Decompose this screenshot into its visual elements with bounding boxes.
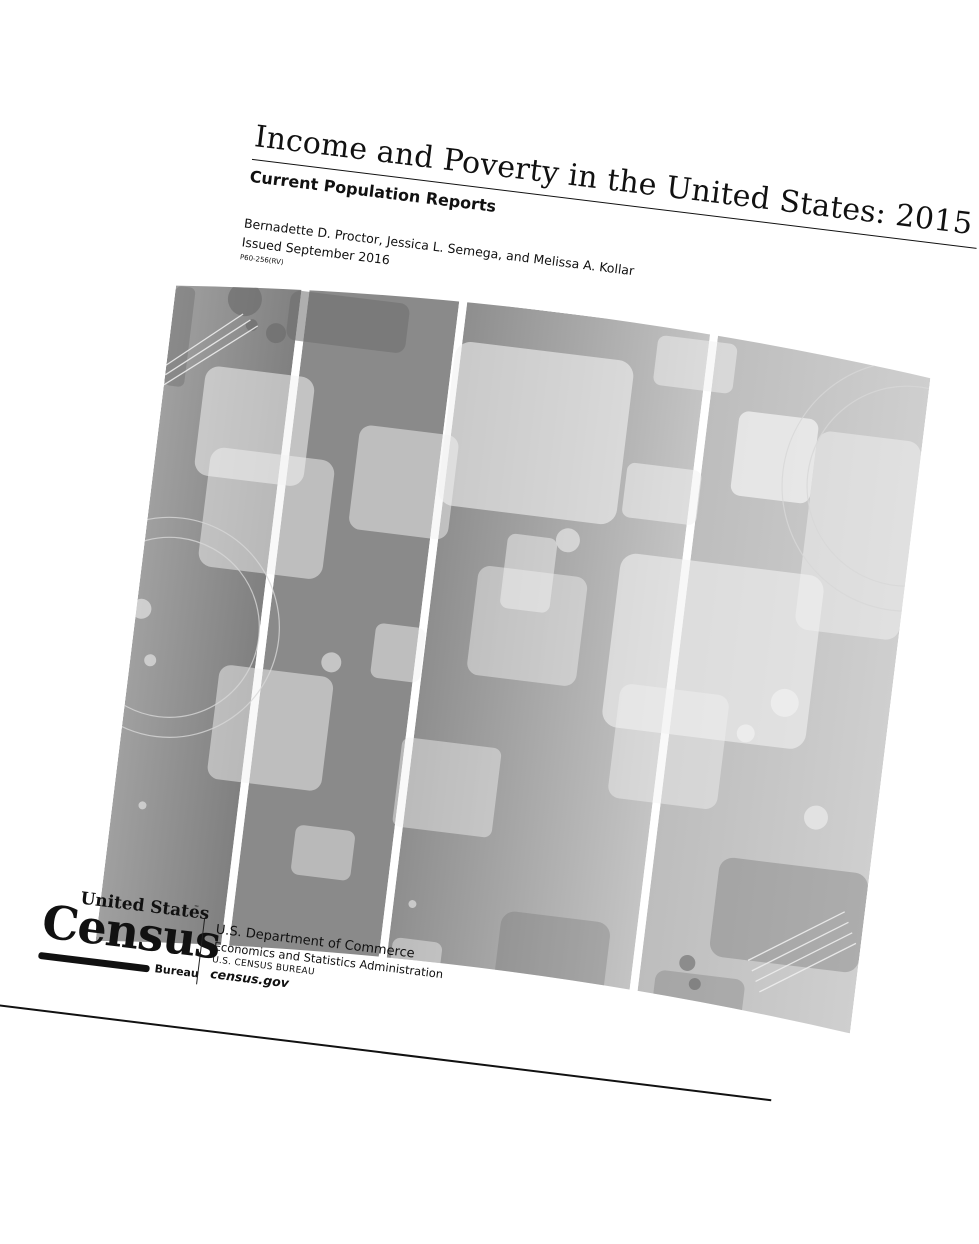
square-shape <box>608 684 729 809</box>
ring-shape <box>806 385 933 587</box>
diagonal-line <box>747 911 846 961</box>
diagonal-line <box>751 921 849 972</box>
diagonal-line <box>755 932 853 983</box>
square-shape <box>286 290 410 353</box>
square-shape <box>602 553 824 749</box>
square-shape <box>198 447 335 579</box>
square-shape <box>467 566 588 686</box>
report-id: P60-256(RV) <box>239 253 284 267</box>
ring-shape <box>95 516 280 738</box>
square-shape <box>622 462 702 525</box>
square-shape <box>491 911 610 1022</box>
square-shape <box>500 533 558 613</box>
square-shape <box>795 431 921 640</box>
diagonal-line <box>163 325 259 386</box>
square-shape <box>370 623 426 683</box>
dot-shape <box>266 323 287 344</box>
dot-shape <box>144 654 157 667</box>
square-shape <box>730 411 819 504</box>
dot-shape <box>408 900 417 909</box>
dot-shape <box>770 688 799 717</box>
dot-shape <box>321 652 342 673</box>
dot-shape <box>227 282 262 317</box>
square-shape <box>709 857 868 973</box>
dot-shape <box>679 954 696 971</box>
square-shape <box>392 737 502 838</box>
logo-trademark: ™ <box>192 904 200 913</box>
square-shape <box>438 342 634 525</box>
dot-shape <box>803 805 828 830</box>
square-shape <box>207 665 334 791</box>
square-shape <box>291 825 355 881</box>
dot-shape <box>555 528 580 553</box>
square-shape <box>653 335 738 394</box>
diagonal-line <box>165 313 244 366</box>
ring-shape <box>95 536 260 718</box>
square-shape <box>349 425 459 540</box>
cover-art <box>95 265 933 1034</box>
dot-shape <box>736 724 755 743</box>
dot-shape <box>138 801 147 810</box>
diagonal-line <box>164 319 251 376</box>
dot-shape <box>688 978 701 991</box>
diagonal-line <box>759 942 857 993</box>
